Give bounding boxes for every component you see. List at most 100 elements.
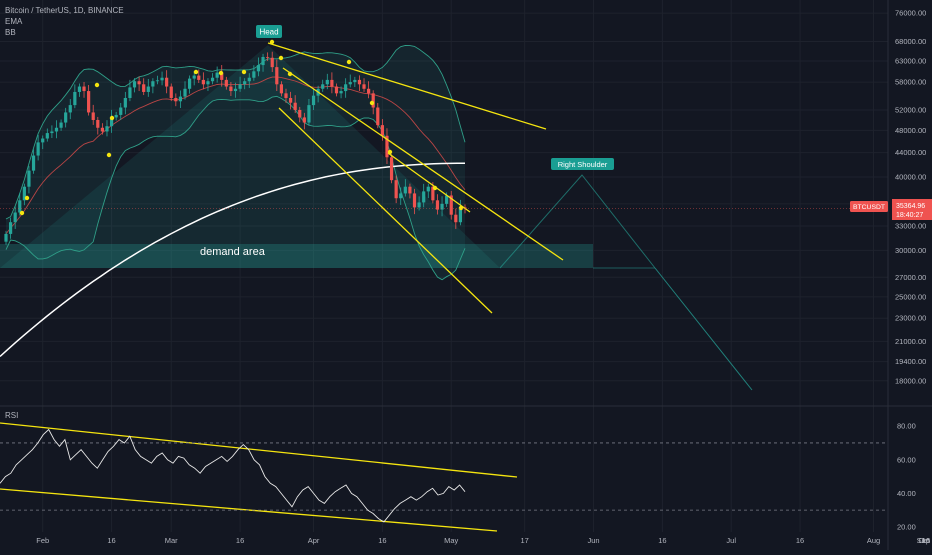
price-tick-label-16: 76000.00 [895, 9, 926, 18]
candle-body-66 [307, 105, 311, 123]
candle-body-84 [389, 157, 394, 181]
candle-body-53 [247, 77, 251, 82]
price-tick-label-4: 25000.00 [895, 292, 926, 301]
bb-legend[interactable]: BB [5, 28, 16, 37]
current-price-tag: BTCUSDT 35364.96 18:40:27 [850, 199, 932, 220]
candle-body-60 [279, 84, 283, 94]
candle-body-21 [100, 127, 104, 132]
candle-body-36 [169, 86, 173, 98]
trendline-0 [267, 42, 547, 130]
price-tag-value: 35364.96 [896, 203, 925, 210]
candle-body-1 [8, 222, 13, 234]
rsi-legend[interactable]: RSI [5, 411, 19, 420]
candle-body-43 [201, 79, 205, 85]
price-tag-countdown: 18:40:27 [896, 212, 923, 219]
time-tick-label-5: 16 [378, 536, 386, 545]
candle-body-24 [114, 114, 118, 118]
candle-body-65 [302, 117, 306, 123]
candle-body-20 [96, 119, 100, 128]
candle-body-15 [73, 91, 77, 106]
candle-body-94 [435, 200, 440, 210]
ema-layer [0, 162, 465, 358]
time-tick-label-12: Aug [867, 536, 880, 545]
candle-body-33 [155, 80, 160, 82]
candle-body-7 [36, 142, 40, 156]
candle-body-8 [41, 138, 45, 143]
candle-body-70 [325, 79, 329, 85]
candle-body-51 [238, 84, 242, 89]
candle-body-90 [417, 202, 421, 208]
candle-body-25 [119, 107, 123, 115]
trendline-3 [387, 152, 471, 213]
symbol-legend[interactable]: Bitcoin / TetherUS, 1D, BINANCE [5, 6, 124, 15]
candle-body-69 [321, 84, 325, 89]
price-tick-label-15: 68000.00 [895, 37, 926, 46]
candle-body-11 [54, 127, 59, 132]
candle-body-88 [408, 186, 412, 194]
candle-body-59 [275, 67, 279, 85]
head-label[interactable]: Head [256, 25, 282, 38]
time-tick-label-17: 16 [922, 536, 930, 545]
trendline-1 [282, 67, 564, 261]
candle-body-28 [132, 81, 137, 88]
time-tick-label-8: Jun [587, 536, 599, 545]
projection-line [654, 267, 753, 391]
signal-dot-9 [278, 55, 284, 61]
signal-dot-0 [19, 210, 25, 216]
time-tick-label-13: 16 [922, 536, 930, 545]
head-triangle-fill [0, 45, 500, 268]
candle-body-32 [151, 81, 155, 87]
candle-body-91 [422, 191, 426, 203]
candle-body-55 [256, 65, 261, 72]
candle-body-87 [403, 186, 407, 194]
signal-dot-5 [193, 69, 199, 75]
price-tick-label-1: 19400.00 [895, 357, 926, 366]
price-tick-label-14: 63000.00 [895, 56, 926, 65]
candle-body-18 [87, 91, 91, 113]
candle-body-85 [394, 180, 398, 199]
candle-body-49 [229, 86, 233, 92]
candle-body-96 [445, 195, 449, 204]
candle-body-82 [380, 125, 384, 136]
candle-body-54 [252, 71, 256, 78]
candle-body-12 [59, 122, 63, 128]
candle-body-76 [353, 79, 357, 83]
candle-body-98 [454, 214, 458, 223]
candle-body-35 [165, 77, 169, 87]
ema-legend[interactable]: EMA [5, 17, 23, 26]
price-tick-label-6: 30000.00 [895, 246, 926, 255]
candle-body-39 [183, 88, 187, 97]
candle-body-45 [210, 77, 215, 82]
signal-dot-2 [94, 82, 100, 88]
signal-dot-4 [106, 152, 112, 158]
rsi-tick-label-3: 80.00 [897, 422, 916, 431]
candle-body-46 [215, 72, 219, 78]
candle-body-86 [399, 193, 403, 199]
rsi-tick-label-2: 60.00 [897, 455, 916, 464]
time-axis-layer: Feb 16 Mar 16 Apr 16 May 17 Jun 16 Jul 16 Aug 16Sep16… [36, 536, 931, 545]
head-label-text: Head [259, 28, 278, 37]
candle-body-5 [27, 170, 31, 187]
candle-body-62 [288, 97, 293, 103]
candle-body-83 [385, 135, 389, 158]
candle-body-13 [64, 112, 68, 123]
candle-body-41 [192, 75, 196, 79]
time-tick-label-9: 16 [658, 536, 666, 545]
right-shoulder-label[interactable]: Right Shoulder [551, 158, 614, 170]
price-tick-label-3: 23000.00 [895, 314, 926, 323]
price-tag-symbol: BTCUSDT [853, 204, 885, 211]
candle-body-50 [233, 88, 238, 92]
rsi-tick-label-0: 20.00 [897, 522, 916, 531]
time-tick-label-2: Mar [165, 536, 178, 545]
right-shoulder-label-box [551, 158, 614, 170]
candle-body-58 [270, 57, 274, 68]
candle-body-64 [298, 109, 302, 118]
candle-body-44 [206, 81, 210, 85]
candle-body-63 [293, 102, 297, 110]
candle-body-26 [123, 97, 127, 108]
candle-body-74 [344, 84, 348, 92]
candle-body-29 [137, 81, 141, 85]
candle-body-3 [18, 200, 22, 213]
